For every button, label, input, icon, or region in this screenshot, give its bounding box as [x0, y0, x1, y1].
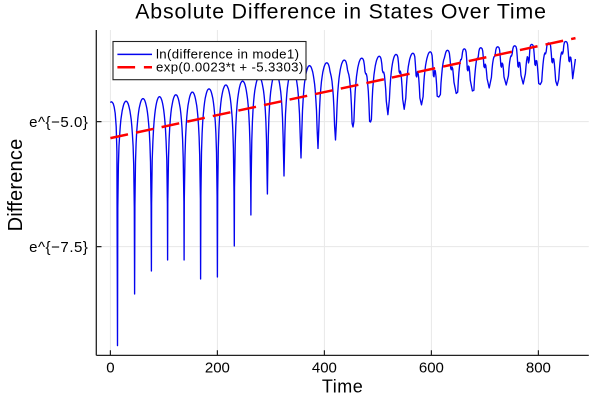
svg-text:400: 400 [312, 359, 337, 376]
svg-text:ln(difference in mode1): ln(difference in mode1) [156, 47, 299, 62]
svg-text:Absolute Difference in States: Absolute Difference in States Over Time [135, 0, 547, 24]
svg-text:Difference: Difference [5, 139, 27, 232]
svg-text:e^{−7.5}: e^{−7.5} [29, 239, 88, 256]
svg-text:Time: Time [322, 376, 364, 396]
svg-text:200: 200 [205, 359, 230, 376]
svg-text:0: 0 [106, 359, 114, 376]
svg-text:800: 800 [526, 359, 551, 376]
svg-text:exp(0.0023*t + -5.3303): exp(0.0023*t + -5.3303) [156, 59, 304, 74]
svg-text:600: 600 [419, 359, 444, 376]
svg-text:e^{−5.0}: e^{−5.0} [29, 114, 88, 131]
